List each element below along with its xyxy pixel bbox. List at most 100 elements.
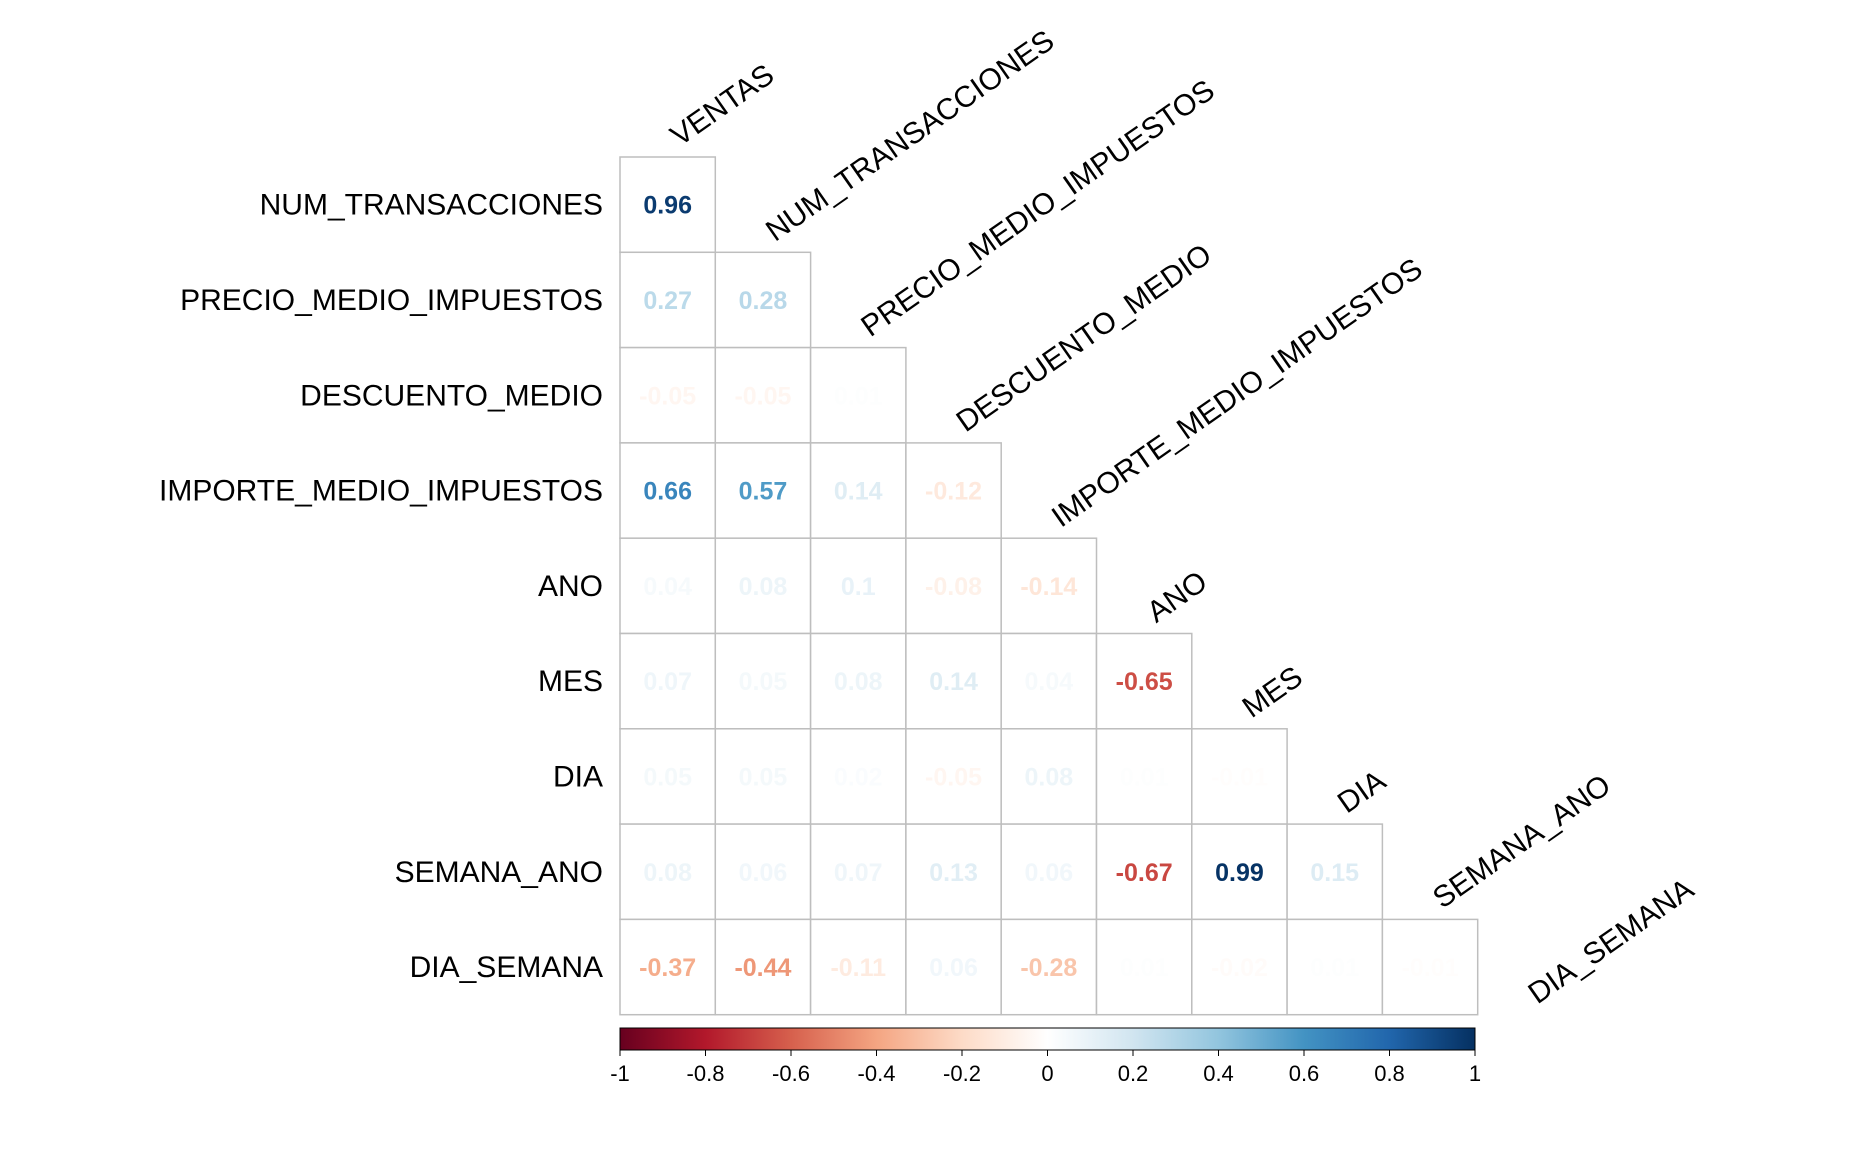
cell-value: 0.13 (929, 859, 978, 887)
colorbar-tick-label: 0.8 (1374, 1061, 1405, 1086)
cell-semana-ano-precio-medio-impuestos (809, 823, 907, 921)
cell-value: 0.1 (841, 573, 876, 601)
cell-dia-semana-num-transacciones (714, 918, 812, 1016)
colorbar-tick-label: 0.2 (1118, 1061, 1149, 1086)
cell-num-transacciones-ventas (619, 156, 717, 254)
cell-value: -0.65 (1116, 668, 1173, 696)
colorbar-tick-label: 0.6 (1289, 1061, 1320, 1086)
column-label-semana-ano: SEMANA_ANO (1427, 769, 1617, 916)
cell-dia-semana-importe-medio-impuestos (1000, 918, 1098, 1016)
cell-value: 0.14 (834, 478, 883, 506)
cell-value: -0.02 (1211, 954, 1268, 982)
row-label-descuento-medio: DESCUENTO_MEDIO (300, 379, 603, 412)
cell-value: -0.05 (639, 382, 696, 410)
cell-value: 0.01 (834, 382, 883, 410)
cell-value: -0.11 (830, 954, 886, 982)
cell-value: 0.28 (739, 287, 788, 315)
cell-value: 0.27 (643, 287, 692, 315)
cell-value: 0.14 (929, 668, 978, 696)
cell-value: 0.06 (1025, 859, 1074, 887)
cell-value: 0.02 (834, 763, 883, 791)
cell-dia-semana-mes (1191, 918, 1288, 1016)
cell-value: 0.05 (739, 668, 788, 696)
cell-value: -0.67 (1116, 859, 1173, 887)
cell-dia-ventas (619, 728, 717, 825)
cell-value: -0.44 (734, 954, 791, 982)
cell-dia-num-transacciones (714, 728, 812, 825)
cell-value: 0.99 (1215, 859, 1264, 887)
cell-importe-medio-impuestos-descuento-medio (905, 442, 1002, 539)
row-label-dia-semana: DIA_SEMANA (410, 951, 603, 984)
cell-ano-descuento-medio (905, 537, 1002, 635)
colorbar-tick-label: -0.2 (943, 1061, 981, 1086)
cell-value: 0.01 (1120, 763, 1169, 791)
cell-mes-num-transacciones (714, 632, 812, 730)
column-label-ano: ANO (1141, 565, 1213, 629)
row-label-dia: DIA (553, 760, 603, 793)
column-label-ventas: VENTAS (665, 58, 780, 153)
cell-value: 0.04 (643, 573, 692, 601)
cell-value: 0.06 (739, 859, 788, 887)
cell-value: -0.12 (925, 478, 982, 506)
colorbar-tick-label: 1 (1469, 1061, 1481, 1086)
cell-value: -0.05 (925, 763, 982, 791)
cell-semana-ano-ventas (619, 823, 717, 921)
cell-mes-precio-medio-impuestos (809, 632, 907, 730)
row-label-semana-ano: SEMANA_ANO (395, 856, 603, 889)
row-label-importe-medio-impuestos: IMPORTE_MEDIO_IMPUESTOS (159, 475, 603, 508)
row-label-num-transacciones: NUM_TRANSACCIONES (260, 189, 603, 222)
cell-descuento-medio-ventas (619, 346, 717, 444)
cell-value: 0.08 (643, 859, 692, 887)
column-label-mes: MES (1237, 660, 1309, 724)
cell-precio-medio-impuestos-ventas (619, 251, 717, 349)
cell-value: 0.05 (643, 763, 692, 791)
cell-mes-ano (1095, 632, 1193, 730)
row-label-precio-medio-impuestos: PRECIO_MEDIO_IMPUESTOS (180, 284, 603, 317)
cell-precio-medio-impuestos-num-transacciones (714, 251, 812, 349)
cell-dia-semana-descuento-medio (905, 918, 1002, 1016)
column-label-descuento-medio: DESCUENTO_MEDIO (951, 238, 1218, 439)
cell-mes-descuento-medio (905, 632, 1002, 730)
cell-descuento-medio-precio-medio-impuestos (809, 346, 907, 444)
cell-value: 0.07 (834, 859, 883, 887)
cell-importe-medio-impuestos-num-transacciones (714, 442, 812, 539)
column-label-dia-semana: DIA_SEMANA (1522, 872, 1699, 1010)
cell-value: 0.08 (1025, 763, 1074, 791)
colorbar-tick-label: -0.4 (858, 1061, 896, 1086)
cell-value: -0.05 (734, 382, 791, 410)
cell-value: -0.28 (1020, 954, 1077, 982)
cell-value: 0.01 (1310, 954, 1359, 982)
cell-ano-num-transacciones (714, 537, 812, 635)
cell-value: -0.08 (925, 573, 982, 601)
cell-dia-semana-semana-ano (1381, 918, 1479, 1016)
colorbar-tick-label: -0.8 (687, 1061, 725, 1086)
cell-value: 0.15 (1310, 859, 1359, 887)
colorbar-tick-label: -1 (610, 1061, 630, 1086)
colorbar-tick-label: -0.6 (772, 1061, 810, 1086)
cell-dia-semana-ventas (619, 918, 717, 1016)
cell-dia-semana-ano (1095, 918, 1193, 1016)
cell-dia-descuento-medio (905, 728, 1002, 825)
colorbar: -1 -0.8 -0.6 -0.4 -0.2 0 0.2 0.4 0.6 0.8 1 (610, 1027, 1481, 1086)
colorbar-tick-label: 0.4 (1203, 1061, 1234, 1086)
row-label-ano: ANO (538, 570, 603, 603)
cell-value: 0.08 (834, 668, 883, 696)
cell-dia-semana-precio-medio-impuestos (809, 918, 907, 1016)
row-labels: NUM_TRANSACCIONES PRECIO_MEDIO_IMPUESTOS D… (159, 189, 603, 984)
cell-value: 0.04 (1025, 668, 1074, 696)
cell-value: 0.01 (1120, 954, 1169, 982)
colorbar-gradient (619, 1027, 1476, 1051)
cell-value: 0.66 (643, 478, 692, 506)
cell-value: 0.06 (929, 954, 978, 982)
cell-dia-mes (1191, 728, 1288, 825)
cell-value: -0.01 (1402, 954, 1459, 982)
cell-value: 0.05 (739, 763, 788, 791)
cells-layer: 0.96 0.27 0.28 -0.05 -0.05 0.01 0.66 0.57 0.14 -0… (619, 156, 1479, 1016)
cell-value: 0.08 (739, 573, 788, 601)
cell-dia-ano (1095, 728, 1193, 825)
cell-value: -0.01 (1211, 763, 1268, 791)
column-label-importe-medio-impuestos: IMPORTE_MEDIO_IMPUESTOS (1046, 252, 1429, 534)
cell-mes-ventas (619, 632, 717, 730)
cell-semana-ano-dia (1286, 823, 1384, 921)
column-label-dia: DIA (1332, 764, 1392, 820)
